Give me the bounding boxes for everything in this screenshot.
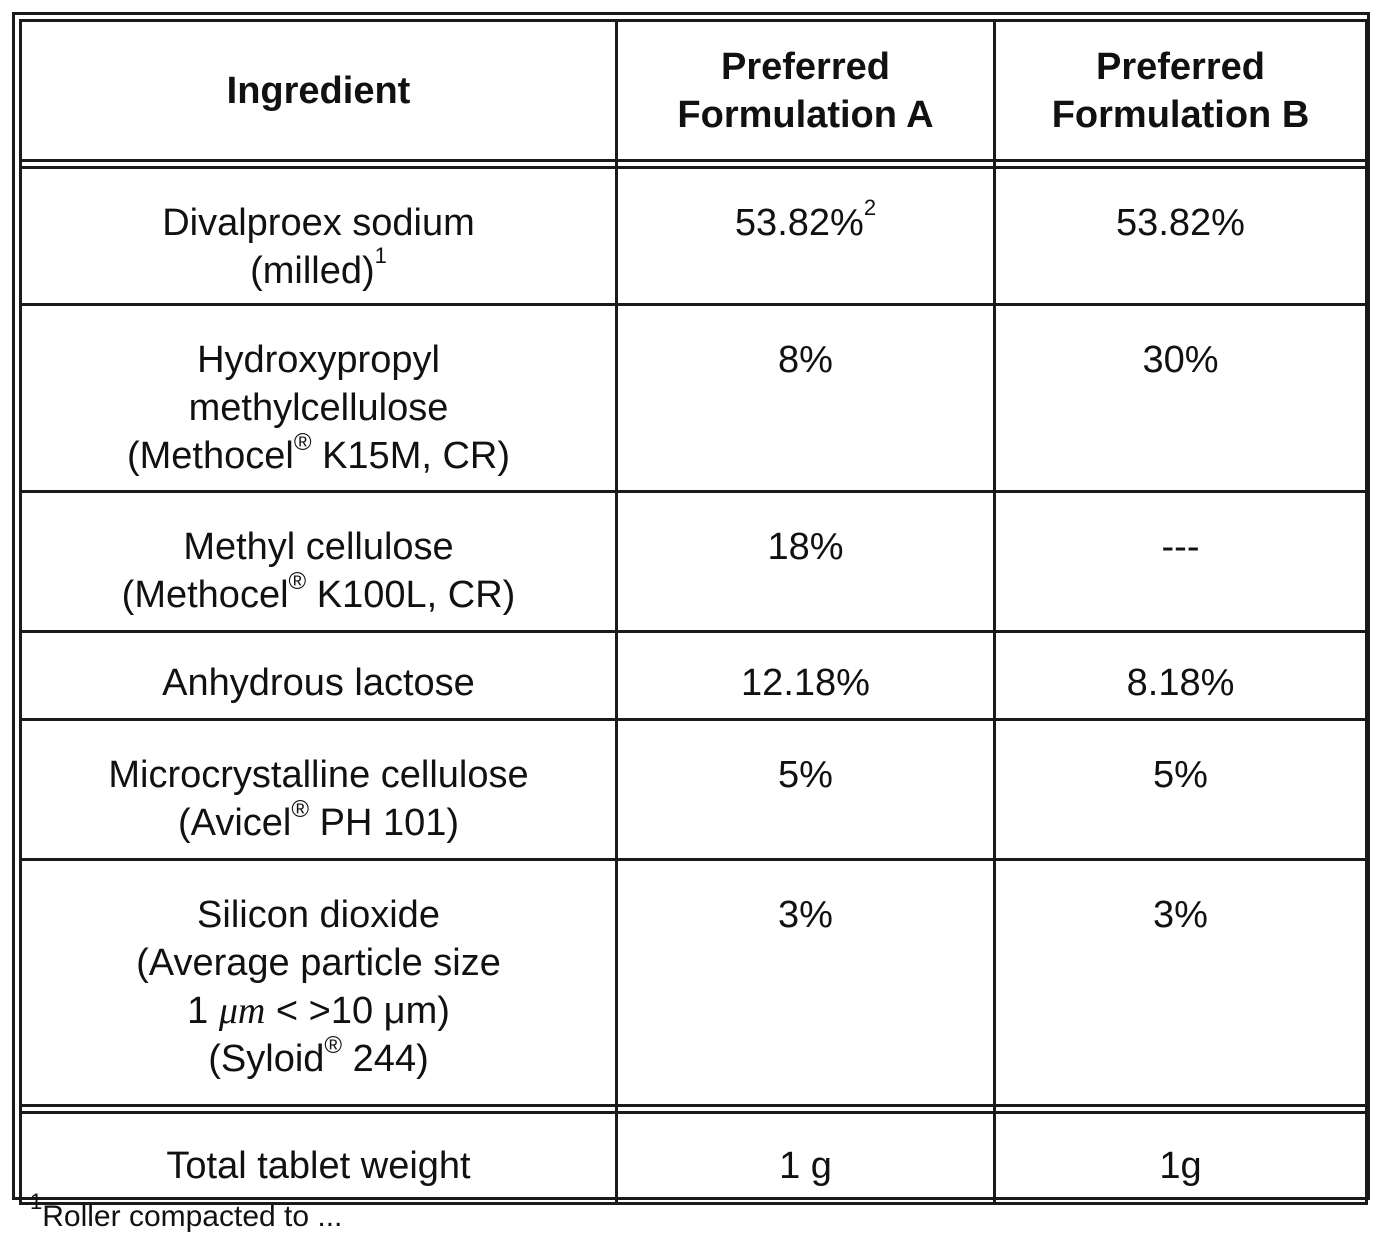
ingredient-cell: Methyl cellulose (Methocel® K100L, CR): [21, 492, 617, 632]
ingredient-text: PH 101): [320, 802, 459, 844]
header-formulation-b-line2: Formulation B: [1002, 91, 1359, 139]
total-label: Total tablet weight: [166, 1145, 470, 1187]
table-row: Hydroxypropyl methylcellulose (Methocel®…: [21, 305, 1367, 492]
ingredient-text: Microcrystalline cellulose: [28, 751, 609, 799]
header-formulation-a-line2: Formulation A: [624, 91, 987, 139]
formulation-b-value: 53.82%: [1116, 202, 1245, 244]
ingredient-text: K100L, CR): [317, 574, 516, 616]
header-separator: [21, 161, 1367, 168]
footnote-text: Roller compacted to ...: [42, 1200, 342, 1233]
formulation-b-cell: 53.82%: [995, 168, 1367, 305]
table-row: Divalproex sodium (milled)1 53.82%2 53.8…: [21, 168, 1367, 305]
formulation-b-value: 8.18%: [1127, 662, 1235, 704]
ingredient-text: 1: [187, 990, 208, 1032]
formulation-a-cell: 3%: [617, 860, 995, 1106]
footnote-marker: 1: [30, 1189, 42, 1214]
header-formulation-b-line1: Preferred: [1002, 43, 1359, 91]
formulation-b-cell: 5%: [995, 720, 1367, 860]
formulation-a-value: 3%: [778, 894, 833, 936]
formulation-a-value: 12.18%: [741, 662, 870, 704]
formulation-b-cell: ---: [995, 492, 1367, 632]
ingredient-cell: Silicon dioxide (Average particle size 1…: [21, 860, 617, 1106]
table-row: Microcrystalline cellulose (Avicel® PH 1…: [21, 720, 1367, 860]
formulation-a-cell: 18%: [617, 492, 995, 632]
registered-mark: ®: [294, 429, 312, 456]
header-formulation-b: Preferred Formulation B: [995, 21, 1367, 161]
ingredient-text: Hydroxypropyl: [28, 336, 609, 384]
formulation-a-value: 5%: [778, 754, 833, 796]
header-formulation-a: Preferred Formulation A: [617, 21, 995, 161]
formulation-a-value: 53.82%: [735, 202, 864, 244]
formulation-b-value: 30%: [1142, 339, 1218, 381]
footnote-marker: 1: [375, 243, 387, 268]
ingredient-text: Methyl cellulose: [28, 523, 609, 571]
ingredient-text: (milled): [250, 250, 375, 292]
formulation-a-cell: 53.82%2: [617, 168, 995, 305]
footnote: 1Roller compacted to ...: [30, 1202, 342, 1232]
formulation-a-value: 18%: [767, 526, 843, 568]
formulation-b-value: 5%: [1153, 754, 1208, 796]
ingredient-text: (Methocel: [122, 574, 289, 616]
ingredient-text: (Avicel: [178, 802, 291, 844]
table-header-row: Ingredient Preferred Formulation A Prefe…: [21, 21, 1367, 161]
total-row: Total tablet weight 1 g 1g: [21, 1113, 1367, 1204]
formulation-a-cell: 12.18%: [617, 632, 995, 720]
registered-mark: ®: [324, 1032, 342, 1059]
formulation-a-value: 8%: [778, 339, 833, 381]
formulation-a-cell: 8%: [617, 305, 995, 492]
total-b-value: 1g: [1159, 1145, 1201, 1187]
ingredient-text: Divalproex sodium: [28, 199, 609, 247]
ingredient-text: < >10 μm): [276, 990, 450, 1032]
registered-mark: ®: [289, 568, 307, 595]
table-row: Silicon dioxide (Average particle size 1…: [21, 860, 1367, 1106]
ingredient-cell: Anhydrous lactose: [21, 632, 617, 720]
ingredient-text: Silicon dioxide: [28, 891, 609, 939]
formulation-b-value: ---: [1162, 526, 1200, 568]
total-separator: [21, 1106, 1367, 1113]
footnote-marker: 2: [864, 195, 876, 220]
header-ingredient: Ingredient: [21, 21, 617, 161]
total-a-cell: 1 g: [617, 1113, 995, 1204]
ingredient-text: (Syloid: [208, 1038, 324, 1080]
total-a-value: 1 g: [779, 1145, 832, 1187]
table-row: Anhydrous lactose 12.18% 8.18%: [21, 632, 1367, 720]
formulation-a-cell: 5%: [617, 720, 995, 860]
formulation-b-cell: 3%: [995, 860, 1367, 1106]
formulation-b-value: 3%: [1153, 894, 1208, 936]
ingredient-text: K15M, CR): [322, 435, 510, 477]
ingredient-text: Anhydrous lactose: [28, 659, 609, 707]
header-formulation-a-line1: Preferred: [624, 43, 987, 91]
ingredient-cell: Divalproex sodium (milled)1: [21, 168, 617, 305]
micrometer-symbol: μm: [219, 990, 266, 1032]
ingredient-text: (Methocel: [127, 435, 294, 477]
table-row: Methyl cellulose (Methocel® K100L, CR) 1…: [21, 492, 1367, 632]
ingredient-cell: Hydroxypropyl methylcellulose (Methocel®…: [21, 305, 617, 492]
ingredient-text: 244): [353, 1038, 429, 1080]
formulation-b-cell: 30%: [995, 305, 1367, 492]
formulation-table: Ingredient Preferred Formulation A Prefe…: [19, 19, 1368, 1205]
registered-mark: ®: [291, 796, 309, 823]
header-ingredient-label: Ingredient: [227, 70, 411, 112]
total-b-cell: 1g: [995, 1113, 1367, 1204]
ingredient-cell: Microcrystalline cellulose (Avicel® PH 1…: [21, 720, 617, 860]
formulation-b-cell: 8.18%: [995, 632, 1367, 720]
ingredient-text: methylcellulose: [28, 384, 609, 432]
total-label-cell: Total tablet weight: [21, 1113, 617, 1204]
ingredient-text: (Average particle size: [28, 939, 609, 987]
